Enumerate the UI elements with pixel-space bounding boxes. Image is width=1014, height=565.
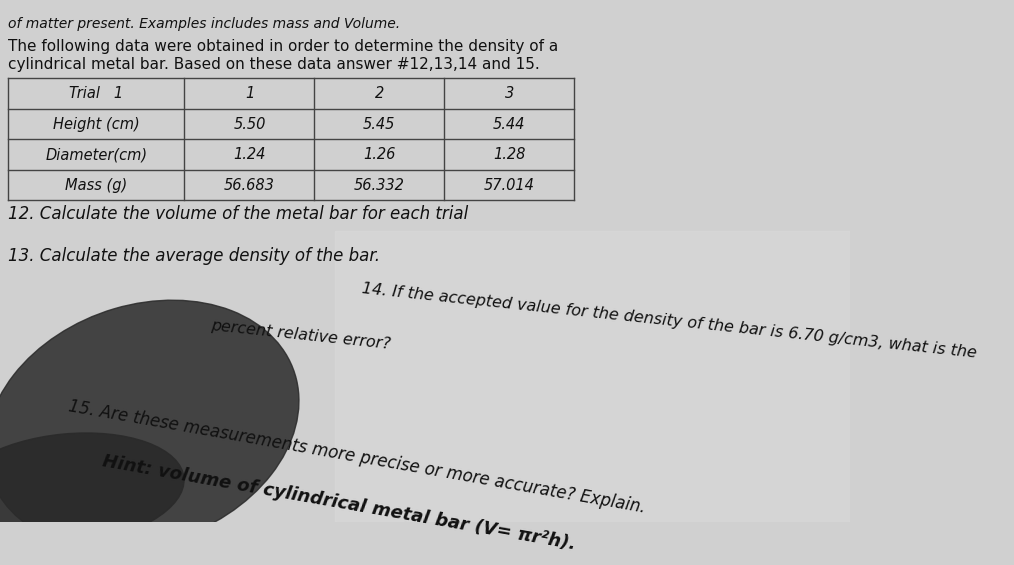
Bar [336,231,850,521]
Text: Hint: volume of cylindrical metal bar (V= πr²h).: Hint: volume of cylindrical metal bar (V… [100,453,577,554]
Text: 56.683: 56.683 [224,177,275,193]
Ellipse shape [0,300,299,549]
Text: Height (cm): Height (cm) [53,116,140,132]
Text: The following data were obtained in order to determine the density of a: The following data were obtained in orde… [8,39,559,54]
Text: of matter present. Examples includes mass and Volume.: of matter present. Examples includes mas… [8,16,401,31]
Text: Mass (g): Mass (g) [65,177,128,193]
Text: 13. Calculate the average density of the bar.: 13. Calculate the average density of the… [8,247,380,266]
Text: 1.28: 1.28 [493,147,525,162]
Text: cylindrical metal bar. Based on these data answer #12,13,14 and 15.: cylindrical metal bar. Based on these da… [8,57,540,72]
Text: 1.24: 1.24 [233,147,266,162]
Text: 12. Calculate the volume of the metal bar for each trial: 12. Calculate the volume of the metal ba… [8,205,468,223]
Text: percent relative error?: percent relative error? [210,319,391,353]
Text: 56.332: 56.332 [354,177,405,193]
Text: 1.26: 1.26 [363,147,395,162]
Text: 5.44: 5.44 [493,116,525,132]
Text: 3: 3 [505,86,514,101]
Text: 14. If the accepted value for the density of the bar is 6.70 g/cm3, what is the: 14. If the accepted value for the densit… [361,281,976,361]
Text: 57.014: 57.014 [484,177,534,193]
Text: 5.45: 5.45 [363,116,395,132]
Text: 1: 1 [244,86,255,101]
Text: Trial   1: Trial 1 [69,86,124,101]
Text: Diameter(cm): Diameter(cm) [46,147,147,162]
Text: 5.50: 5.50 [233,116,266,132]
Text: 2: 2 [375,86,384,101]
Ellipse shape [0,433,185,546]
Text: 15. Are these measurements more precise or more accurate? Explain.: 15. Are these measurements more precise … [67,397,647,516]
